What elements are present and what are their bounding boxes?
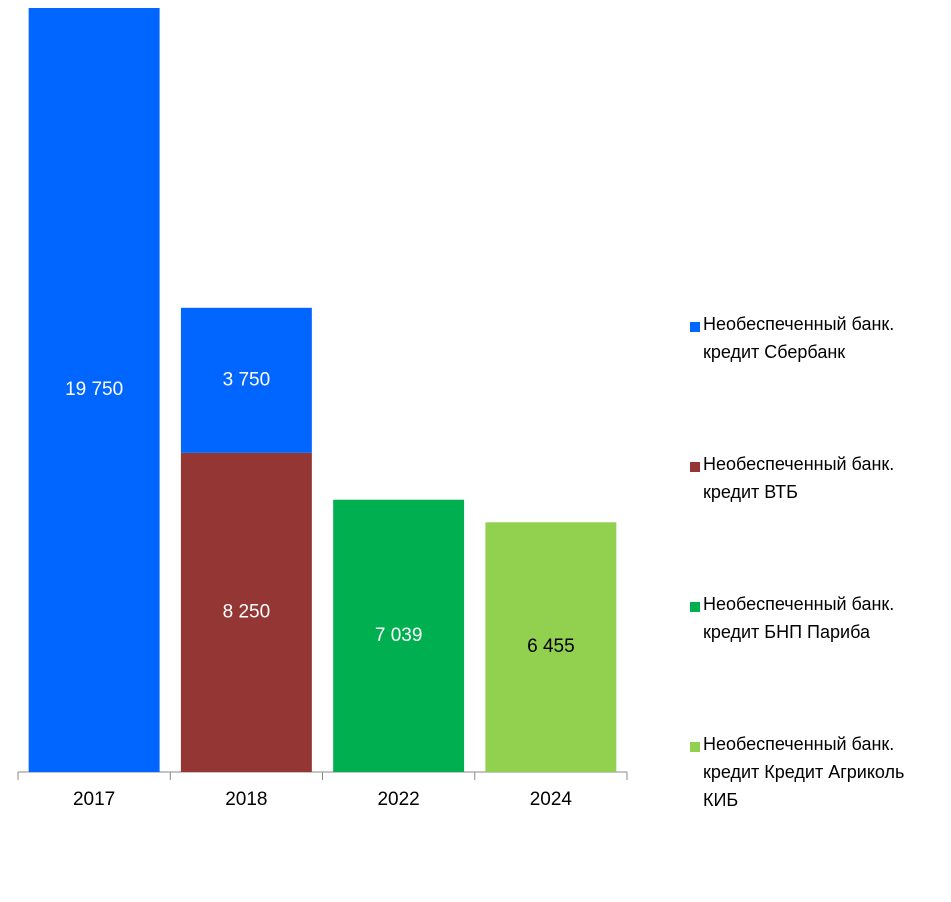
x-tick-label: 2024 (530, 789, 573, 810)
data-label: 7 039 (375, 625, 423, 646)
x-tick-label: 2017 (73, 789, 115, 810)
legend-label: Необеспеченный банк. кредит ВТБ (703, 454, 895, 502)
bar (28, 8, 160, 772)
legend-label: Необеспеченный банк. кредит БНП Париба (703, 594, 895, 642)
legend-label: Необеспеченный банк. кредит Сбербанк (703, 314, 895, 362)
bar (180, 307, 312, 453)
bar (485, 522, 617, 772)
legend-item: Необеспеченный банк. кредит Кредит Агрик… (690, 734, 933, 814)
legend-item: Необеспеченный банк. кредит Сбербанк (690, 314, 933, 366)
legend-item: Необеспеченный банк. кредит ВТБ (690, 454, 933, 506)
legend-item: Необеспеченный банк. кредит БНП Париба (690, 594, 933, 646)
legend-label: Необеспеченный банк. кредит Кредит Агрик… (703, 734, 905, 810)
data-label: 6 455 (527, 636, 575, 657)
legend-swatch (690, 602, 700, 612)
legend-swatch (690, 462, 700, 472)
x-tick-label: 2022 (377, 789, 419, 810)
data-label: 3 750 (223, 369, 271, 390)
legend-swatch (690, 742, 700, 752)
bar (180, 452, 312, 772)
x-tick-label: 2018 (225, 789, 267, 810)
legend-swatch (690, 322, 700, 332)
data-label: 8 250 (223, 601, 271, 622)
bar (333, 499, 465, 772)
data-label: 19 750 (65, 379, 123, 400)
